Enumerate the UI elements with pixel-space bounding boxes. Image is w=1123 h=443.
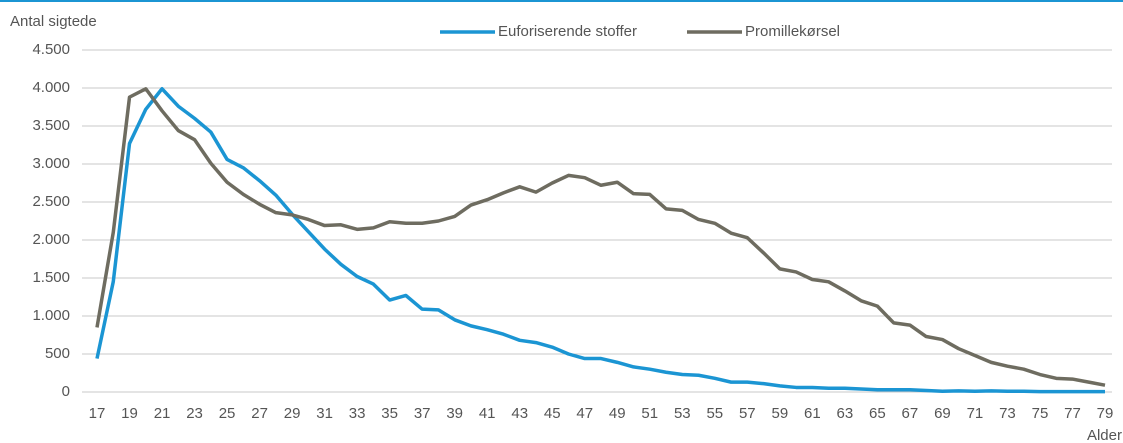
x-tick-label: 77 <box>1064 405 1081 422</box>
y-tick-label: 4.000 <box>32 79 70 96</box>
x-tick-label: 29 <box>284 405 301 422</box>
x-tick-label: 47 <box>576 405 593 422</box>
x-tick-label: 49 <box>609 405 626 422</box>
x-tick-label: 59 <box>771 405 788 422</box>
x-tick-label: 41 <box>479 405 496 422</box>
x-tick-label: 39 <box>446 405 463 422</box>
x-axis-label: Alder <box>1087 427 1122 443</box>
y-tick-label: 2.500 <box>32 193 70 210</box>
x-tick-label: 69 <box>934 405 951 422</box>
x-tick-label: 23 <box>186 405 203 422</box>
x-tick-label: 37 <box>414 405 431 422</box>
x-tick-label: 21 <box>154 405 171 422</box>
x-tick-label: 55 <box>706 405 723 422</box>
y-tick-label: 0 <box>62 383 70 400</box>
x-tick-label: 53 <box>674 405 691 422</box>
y-tick-label: 3.000 <box>32 155 70 172</box>
legend-label: Promillekørsel <box>745 23 840 40</box>
x-tick-label: 73 <box>999 405 1016 422</box>
y-tick-label: 1.500 <box>32 269 70 286</box>
y-axis-label: Antal sigtede <box>10 13 97 30</box>
line-series <box>95 87 1105 394</box>
x-tick-label: 79 <box>1097 405 1114 422</box>
x-tick-label: 17 <box>89 405 106 422</box>
x-tick-label: 25 <box>219 405 236 422</box>
x-tick-label: 31 <box>316 405 333 422</box>
y-tick-label: 4.500 <box>32 41 70 58</box>
y-tick-label: 3.500 <box>32 117 70 134</box>
x-tick-label: 51 <box>641 405 658 422</box>
x-tick-label: 35 <box>381 405 398 422</box>
legend-label: Euforiserende stoffer <box>498 23 637 40</box>
x-tick-label: 19 <box>121 405 138 422</box>
y-tick-label: 1.000 <box>32 307 70 324</box>
line-series <box>95 87 1106 387</box>
x-tick-label: 65 <box>869 405 886 422</box>
x-tick-label: 33 <box>349 405 366 422</box>
x-tick-label: 75 <box>1032 405 1049 422</box>
y-tick-label: 500 <box>45 345 70 362</box>
x-tick-label: 43 <box>511 405 528 422</box>
x-tick-label: 67 <box>902 405 919 422</box>
x-tick-label: 63 <box>837 405 854 422</box>
y-tick-label: 2.000 <box>32 231 70 248</box>
x-tick-label: 71 <box>967 405 984 422</box>
x-tick-label: 61 <box>804 405 821 422</box>
x-tick-label: 27 <box>251 405 268 422</box>
x-tick-label: 45 <box>544 405 561 422</box>
x-tick-label: 57 <box>739 405 756 422</box>
